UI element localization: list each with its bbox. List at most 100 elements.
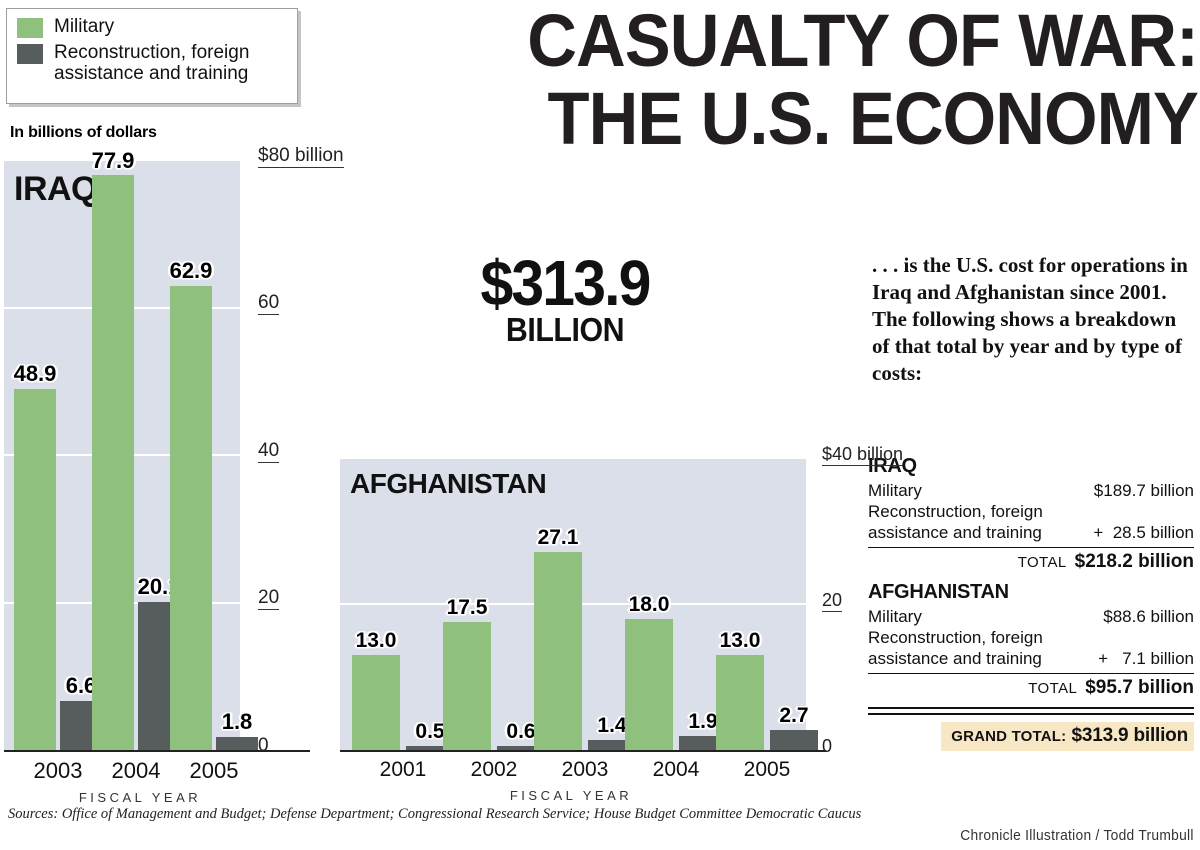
chart-bar-value-label: 2.7 — [779, 704, 809, 728]
chart-bar-military — [170, 286, 212, 750]
chart-ytick-label: 0 — [822, 735, 833, 756]
chart-xtick-label: 2003 — [33, 758, 83, 783]
table-row: Reconstruction, foreign assistance and t… — [868, 501, 1194, 543]
chart-afghanistan-title: AFGHANISTAN — [350, 468, 547, 499]
chart-iraq-title: IRAQ — [14, 170, 98, 208]
chart-bar-value-label: 0.6 — [506, 719, 536, 743]
table-row: Military $88.6 billion — [868, 606, 1194, 627]
divider — [868, 547, 1194, 548]
chart-ytick-label: 20 — [258, 587, 280, 611]
chart-bar-value-label: 1.4 — [597, 713, 627, 737]
chart-xtick-label: 2003 — [561, 758, 609, 781]
chart-bar-military — [14, 389, 56, 750]
breakdown-total-afghanistan: TOTAL $95.7 billion — [868, 677, 1194, 699]
divider — [868, 673, 1194, 674]
table-row: Military $189.7 billion — [868, 480, 1194, 501]
table-row: Reconstruction, foreign assistance and t… — [868, 627, 1194, 669]
chart-bar-value-label: 77.9 — [91, 147, 135, 173]
chart-xtick-label: 2004 — [652, 758, 700, 781]
chart-bar-value-label: 1.8 — [221, 708, 253, 734]
breakdown-total-value-afghanistan: $95.7 billion — [1085, 677, 1194, 698]
chart-bar-reconstruction — [216, 736, 258, 750]
chart-iraq-xaxis-title: FISCAL YEAR — [78, 790, 202, 805]
chart-bar-military — [443, 622, 491, 750]
breakdown-title-iraq: IRAQ — [868, 455, 917, 477]
chart-bar-reconstruction — [406, 746, 454, 750]
breakdown-section-afghanistan: AFGHANISTAN Military $88.6 billion Recon… — [868, 581, 1194, 699]
grand-total-unit: BILLION — [505, 311, 625, 348]
grand-total-row: GRAND TOTAL: $313.9 billion — [868, 722, 1194, 751]
chart-ytick-label: 0 — [258, 734, 269, 756]
breakdown-total-label-afghanistan: TOTAL — [1028, 680, 1078, 697]
chart-iraq-baseline — [4, 750, 310, 752]
chart-bar-reconstruction — [497, 745, 545, 750]
chart-xtick-label: 2001 — [379, 758, 427, 781]
chart-afghanistan: AFGHANISTAN FISCAL YEAR 0 20 $40 billion 13… — [336, 443, 904, 803]
credit-line: Chronicle Illustration / Todd Trumbull — [960, 827, 1194, 844]
chart-bar-military — [352, 655, 400, 750]
legend-swatch-military-icon — [17, 18, 43, 38]
legend-item-military: Military — [17, 16, 289, 38]
breakdown-label-afghanistan-reconstruction: Reconstruction, foreign assistance and t… — [868, 628, 1043, 668]
chart-bar-reconstruction — [770, 730, 818, 750]
legend-swatch-reconstruction-icon — [17, 44, 43, 64]
sources-note: Sources: Office of Management and Budget… — [8, 806, 862, 822]
page-title: CASUALTY OF WAR: THE U.S. ECONOMY — [383, 0, 1199, 160]
breakdown-value-iraq-reconstruction: + 28.5 billion — [1093, 523, 1194, 542]
chart-bar-military — [534, 552, 582, 750]
lead-paragraph: . . . is the U.S. cost for operations in… — [872, 253, 1188, 385]
chart-ytick-label: 20 — [822, 589, 843, 612]
breakdown-total-iraq: TOTAL $218.2 billion — [868, 551, 1194, 573]
chart-bar-value-label: 0.5 — [415, 720, 445, 744]
cost-breakdown-table: IRAQ Military $189.7 billion Reconstruct… — [868, 455, 1194, 751]
chart-bar-value-label: 6.6 — [65, 673, 97, 699]
legend-label-reconstruction: Reconstruction, foreign assistance and t… — [54, 42, 250, 84]
breakdown-section-iraq: IRAQ Military $189.7 billion Reconstruct… — [868, 455, 1194, 573]
breakdown-label-iraq-military: Military — [868, 481, 922, 500]
chart-bar-value-label: 1.9 — [688, 710, 718, 734]
breakdown-total-label-iraq: TOTAL — [1017, 554, 1067, 571]
divider-double — [868, 707, 1194, 715]
chart-bar-value-label: 13.0 — [355, 629, 397, 653]
grand-total-label: GRAND TOTAL: — [951, 728, 1067, 745]
chart-gridline — [340, 457, 806, 459]
chart-bar-value-label: 48.9 — [13, 361, 57, 387]
chart-legend: Military Reconstruction, foreign assista… — [6, 8, 298, 104]
breakdown-total-value-iraq: $218.2 billion — [1074, 551, 1194, 572]
chart-afghanistan-xaxis-title: FISCAL YEAR — [509, 788, 633, 803]
breakdown-title-afghanistan: AFGHANISTAN — [868, 581, 1009, 603]
breakdown-label-iraq-reconstruction: Reconstruction, foreign assistance and t… — [868, 502, 1043, 542]
grand-total-value: $313.9 billion — [1071, 725, 1188, 746]
chart-bar-value-label: 17.5 — [446, 596, 488, 620]
chart-gridline — [4, 159, 240, 161]
chart-bar-reconstruction — [588, 739, 636, 750]
legend-item-reconstruction: Reconstruction, foreign assistance and t… — [17, 42, 289, 84]
chart-xtick-label: 2005 — [743, 758, 791, 781]
grand-total-callout: $313.9 BILLION — [405, 247, 725, 348]
chart-xtick-label: 2004 — [111, 758, 161, 783]
chart-xtick-label: 2002 — [470, 758, 518, 781]
page-title-line2: THE U.S. ECONOMY — [547, 77, 1199, 160]
units-label: In billions of dollars — [10, 124, 157, 141]
breakdown-value-iraq-military: $189.7 billion — [1093, 481, 1194, 500]
chart-ytick-label: 40 — [258, 439, 280, 463]
page-title-line1: CASUALTY OF WAR: — [527, 0, 1199, 82]
chart-ytick-label: $40 billion — [822, 443, 904, 466]
breakdown-value-afghanistan-military: $88.6 billion — [1103, 607, 1194, 626]
legend-label-military: Military — [54, 16, 115, 37]
chart-bar-value-label: 27.1 — [537, 526, 579, 550]
chart-bar-military — [92, 175, 134, 750]
chart-bar-value-label: 13.0 — [719, 629, 761, 653]
breakdown-label-afghanistan-military: Military — [868, 607, 922, 626]
chart-afghanistan-baseline — [340, 750, 826, 752]
chart-bar-military — [716, 655, 764, 750]
grand-total-badge: GRAND TOTAL: $313.9 billion — [941, 722, 1194, 751]
chart-ytick-label: $80 billion — [258, 144, 344, 168]
grand-total-amount: $313.9 — [480, 247, 651, 319]
breakdown-value-afghanistan-reconstruction: + 7.1 billion — [1098, 649, 1194, 668]
chart-ytick-label: 60 — [258, 292, 280, 316]
chart-bar-value-label: 62.9 — [169, 258, 213, 284]
chart-bar-reconstruction — [679, 736, 727, 750]
chart-bar-military — [625, 618, 673, 750]
